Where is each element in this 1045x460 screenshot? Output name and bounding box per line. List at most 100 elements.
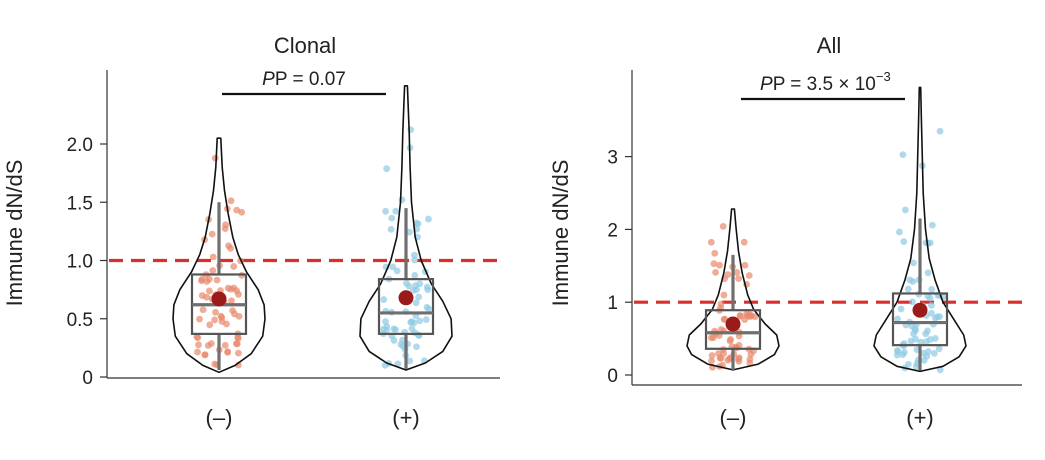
p-value-text: P = 3.5 × 10	[773, 74, 876, 95]
data-point	[917, 338, 925, 346]
p-value-label: PP = 3.5 × 10−3	[760, 69, 891, 95]
data-point	[388, 214, 396, 222]
p-value-label: PP = 0.07	[262, 69, 346, 90]
data-point	[383, 326, 391, 334]
data-point	[897, 305, 905, 313]
data-point	[928, 309, 935, 317]
mean-dot	[398, 290, 414, 306]
data-point	[217, 312, 225, 320]
data-point	[227, 244, 234, 252]
data-point	[936, 313, 944, 321]
data-point	[899, 351, 907, 359]
mean-dot	[725, 316, 741, 332]
data-point	[720, 291, 728, 299]
data-point	[899, 151, 907, 159]
data-point	[926, 336, 934, 343]
data-point	[398, 196, 406, 204]
data-point	[230, 284, 238, 292]
data-point	[751, 313, 759, 321]
data-point	[936, 127, 944, 135]
data-point	[194, 348, 201, 356]
data-point	[223, 320, 230, 328]
data-point	[408, 318, 415, 326]
data-point	[893, 351, 901, 359]
violin-marks	[109, 85, 500, 374]
data-point	[405, 282, 413, 290]
data-point	[415, 331, 422, 339]
data-point	[727, 336, 734, 343]
data-point	[712, 268, 719, 276]
data-point	[380, 296, 388, 303]
data-point	[234, 335, 242, 342]
data-point	[411, 251, 418, 259]
data-point	[900, 238, 908, 246]
data-point	[741, 261, 749, 269]
y-tick-label: 0	[82, 368, 93, 389]
data-point	[423, 303, 431, 311]
data-point	[212, 308, 219, 316]
chart-title: Clonal	[274, 33, 336, 58]
y-tick-label: 1.0	[67, 252, 93, 273]
data-point	[195, 341, 202, 349]
data-point	[710, 260, 718, 268]
data-point	[208, 230, 216, 238]
data-point	[745, 272, 753, 279]
x-tick-label-negative: (–)	[206, 405, 233, 430]
y-tick-label: 2.0	[67, 135, 93, 156]
data-point	[910, 259, 917, 267]
data-point	[383, 165, 391, 173]
mean-dot	[912, 302, 928, 318]
data-point	[390, 325, 398, 333]
data-point	[382, 318, 389, 325]
data-point	[211, 154, 219, 162]
data-point	[736, 312, 744, 319]
data-point	[716, 354, 724, 362]
iqr-box	[891, 292, 949, 347]
y-ticks: 0 0.5 1.0 1.5 2.0	[67, 135, 107, 389]
data-point	[716, 261, 723, 269]
data-point	[740, 238, 748, 246]
x-tick-label-positive: (+)	[906, 405, 934, 430]
violin-outline	[172, 137, 266, 374]
data-point	[906, 276, 914, 284]
data-point	[411, 256, 418, 264]
y-axis-label: Immune dN/dS	[548, 160, 573, 307]
data-point	[235, 349, 242, 357]
data-point	[230, 263, 238, 270]
data-point	[413, 219, 420, 227]
x-tick-label-positive: (+)	[392, 405, 420, 430]
panel-all: All Immune dN/dS 0 1 2 3 PP = 3.5 × 10−3 (–…	[548, 33, 1022, 430]
data-point	[931, 349, 938, 357]
data-point	[390, 337, 398, 344]
data-point	[901, 206, 909, 214]
data-point	[208, 340, 215, 347]
violin-outline	[359, 85, 453, 371]
data-point	[735, 357, 743, 365]
data-point	[201, 351, 209, 359]
data-point	[233, 340, 241, 348]
data-point	[196, 315, 203, 323]
data-point	[416, 317, 424, 325]
data-point	[206, 321, 214, 329]
data-point	[408, 325, 416, 333]
data-point	[415, 293, 423, 301]
data-point	[894, 315, 902, 323]
data-point	[909, 298, 916, 306]
data-point	[733, 269, 741, 276]
data-point	[229, 307, 236, 315]
data-point	[238, 208, 246, 216]
data-point	[896, 228, 903, 236]
y-tick-label: 0	[607, 366, 618, 387]
data-point	[228, 297, 235, 305]
violin-outline	[873, 86, 967, 373]
data-point	[922, 330, 930, 338]
data-point	[205, 287, 213, 295]
data-point	[382, 207, 389, 215]
data-point	[912, 335, 919, 343]
data-point	[920, 349, 928, 357]
data-point	[194, 334, 202, 342]
y-tick-label: 1.5	[67, 193, 93, 214]
data-point	[707, 238, 715, 246]
data-point	[235, 312, 243, 320]
